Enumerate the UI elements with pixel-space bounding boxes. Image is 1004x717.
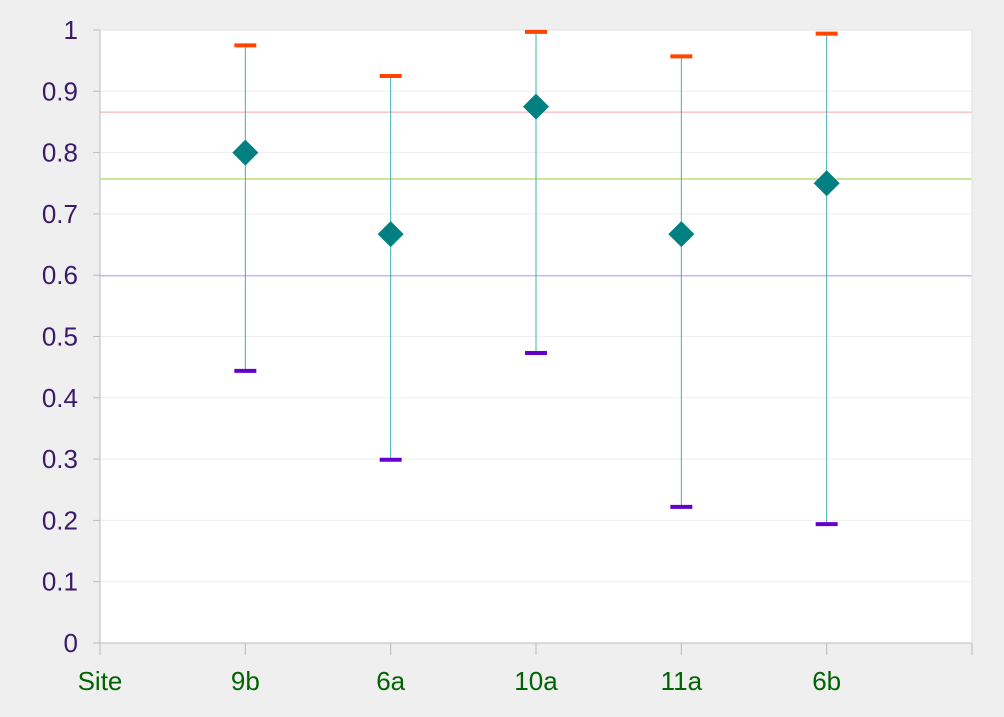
y-tick-label: 0.1 [42, 567, 78, 597]
x-tick-label: 10a [514, 666, 558, 696]
y-tick-label: 0.8 [42, 138, 78, 168]
y-axis-tick-labels: 0 0.1 0.2 0.3 0.4 0.5 0.6 0.7 0.8 0.9 1 [42, 15, 78, 658]
y-tick-label: 0.7 [42, 199, 78, 229]
y-tick-label: 0.5 [42, 322, 78, 352]
y-tick-label: 0 [64, 628, 78, 658]
data-point-diamond [668, 221, 695, 248]
x-axis-tick-labels: Site 9b 6a 10a 11a 6b [78, 666, 842, 696]
y-tick-label: 0.6 [42, 260, 78, 290]
data-point-diamond [523, 93, 549, 120]
x-tick-label: 9b [231, 666, 260, 696]
data-point-diamond [377, 221, 404, 248]
y-tick-label: 0.3 [42, 444, 78, 474]
data-point-diamond [232, 139, 259, 166]
y-tick-label: 0.9 [42, 76, 78, 106]
y-tick-label: 0.4 [42, 383, 78, 413]
x-tick-label: 11a [661, 666, 703, 696]
data-point-diamond [813, 170, 840, 197]
x-tick-label: 6a [376, 666, 405, 696]
y-tick-label: 0.2 [42, 505, 78, 535]
x-tick-label: 6b [812, 666, 841, 696]
x-axis-first-label: Site [78, 666, 123, 696]
y-tick-label: 1 [64, 15, 78, 45]
error-bars [234, 29, 838, 527]
data-points [232, 93, 840, 248]
